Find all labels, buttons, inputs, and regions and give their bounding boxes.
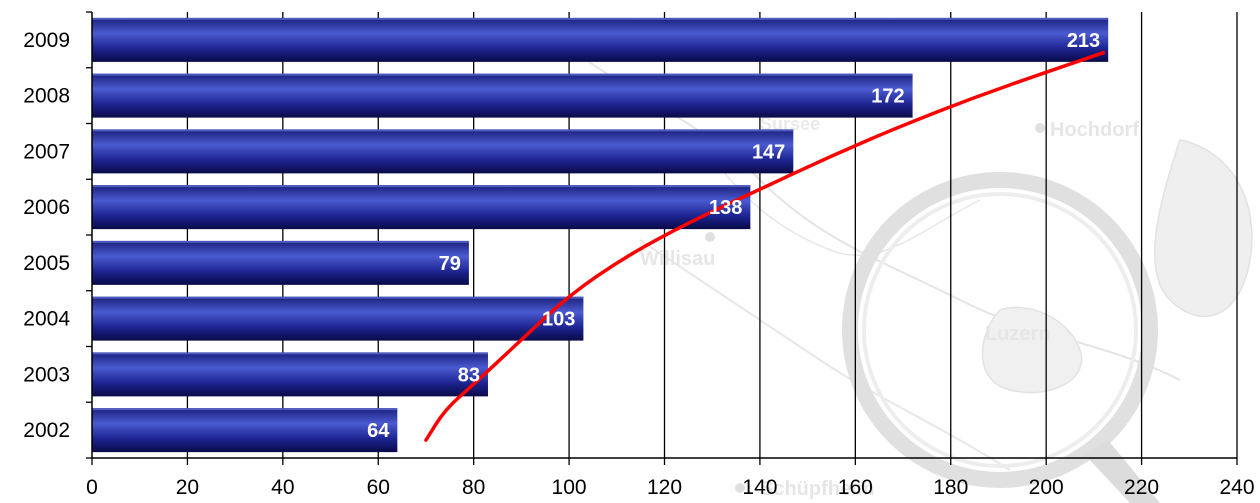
map-label-hochdorf: Hochdorf	[1050, 119, 1139, 141]
x-tick-label-60: 60	[367, 476, 390, 499]
y-tick-label-2002: 2002	[23, 419, 70, 442]
y-tick-label-2006: 2006	[23, 196, 70, 219]
y-tick-label-2009: 2009	[23, 29, 70, 52]
map-label-schupfheim: Schüpfheim	[760, 478, 874, 500]
x-tick-label-100: 100	[552, 476, 587, 499]
x-tick-label-120: 120	[647, 476, 682, 499]
y-tick-label-2007: 2007	[23, 140, 70, 163]
x-tick-label-180: 180	[933, 476, 968, 499]
x-tick-label-240: 240	[1219, 476, 1254, 499]
magnifier-handle	[1085, 440, 1160, 503]
bar-highlight-2006	[92, 185, 751, 188]
bar-2004	[92, 296, 584, 341]
bar-2005	[92, 240, 469, 285]
data-label-2003: 83	[458, 364, 480, 386]
data-label-2007: 147	[752, 141, 785, 163]
bar-highlight-2009	[92, 17, 1109, 20]
map-lake	[981, 306, 1083, 394]
bar-2006	[92, 185, 751, 230]
x-tick-label-160: 160	[838, 476, 873, 499]
x-tick-label-200: 200	[1029, 476, 1064, 499]
data-label-2008: 172	[871, 86, 904, 108]
magnifier-glass-ring	[842, 172, 1158, 488]
bar-highlight-2004	[92, 296, 584, 299]
y-tick-label-2005: 2005	[23, 252, 70, 275]
x-tick-label-40: 40	[271, 476, 294, 499]
bar-2002	[92, 408, 398, 453]
bar-highlight-2007	[92, 129, 794, 132]
bar-highlight-2002	[92, 408, 398, 411]
map-town-dot	[735, 483, 745, 493]
x-tick-label-0: 0	[86, 476, 98, 499]
map-town-dot	[1035, 123, 1045, 133]
bar-2007	[92, 129, 794, 174]
map-label-luzern: Luzern	[985, 323, 1051, 345]
trend-line	[424, 50, 1106, 442]
bar-highlight-2003	[92, 352, 488, 355]
data-label-2006: 138	[709, 197, 742, 219]
data-label-2004: 103	[542, 309, 575, 331]
bars	[92, 17, 1109, 453]
map-label-willisau: Willisau	[640, 248, 715, 270]
data-label-2009: 213	[1067, 30, 1100, 52]
bar-2009	[92, 17, 1109, 62]
data-label-2002: 64	[367, 420, 390, 442]
y-tick-label-2004: 2004	[23, 308, 70, 331]
x-tick-label-140: 140	[742, 476, 777, 499]
y-tick-label-2003: 2003	[23, 363, 70, 386]
x-tick-label-80: 80	[462, 476, 485, 499]
bar-highlight-2008	[92, 73, 913, 76]
magnifier-glass-inner	[862, 192, 1138, 468]
data-labels: 213 172 147 138 79 103 83 64	[367, 30, 1100, 442]
x-tick-label-220: 220	[1124, 476, 1159, 499]
y-tick-label-2008: 2008	[23, 85, 70, 108]
axes: 2009 2008 2007 2006 2005 2004 2003 2002 0 20 40 60 8…	[23, 11, 1255, 499]
trend-line-group	[424, 50, 1106, 442]
bar-2008	[92, 73, 913, 118]
data-label-2005: 79	[439, 253, 461, 275]
map-label-sursee: Sursee	[760, 114, 820, 134]
x-tick-label-20: 20	[176, 476, 199, 499]
bar-2003	[92, 352, 488, 397]
map-road-line	[639, 239, 1011, 471]
background-map: Hochdorf Willisau Luzern Sursee Schüpfhe…	[559, 39, 1253, 503]
bar-highlight-2005	[92, 240, 469, 243]
map-town-dot	[705, 232, 715, 242]
